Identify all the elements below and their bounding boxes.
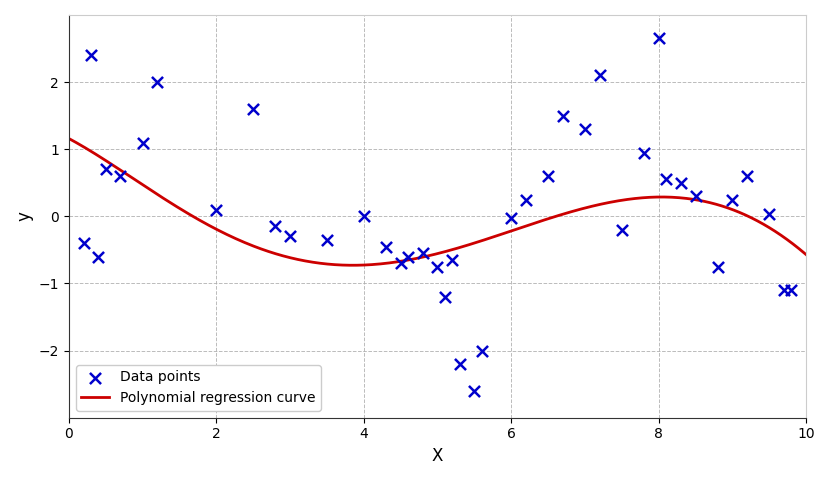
- Polynomial regression curve: [348, 263, 358, 268]
- Data points: [438, 293, 452, 301]
- Data points: [579, 125, 592, 133]
- Data points: [637, 149, 651, 156]
- Polynomial regression curve: [64, 135, 74, 141]
- Data points: [357, 213, 370, 220]
- Data points: [247, 105, 260, 113]
- Polynomial regression curve: [464, 242, 474, 248]
- Data points: [689, 192, 702, 200]
- Line: Polynomial regression curve: Polynomial regression curve: [69, 138, 806, 265]
- Data points: [541, 172, 554, 180]
- Data points: [431, 263, 444, 271]
- Data points: [556, 112, 569, 120]
- Data points: [379, 243, 393, 251]
- Data points: [416, 250, 429, 257]
- Legend: Data points, Polynomial regression curve: Data points, Polynomial regression curve: [76, 365, 321, 411]
- Data points: [660, 176, 673, 183]
- Data points: [615, 226, 628, 234]
- Data points: [446, 256, 459, 264]
- Polynomial regression curve: [504, 229, 514, 235]
- Data points: [269, 223, 282, 230]
- Data points: [85, 51, 98, 59]
- Polynomial regression curve: [420, 254, 430, 260]
- Data points: [77, 240, 90, 247]
- Polynomial regression curve: [785, 239, 795, 244]
- Data points: [725, 196, 739, 204]
- Data points: [674, 179, 687, 187]
- Data points: [99, 166, 112, 173]
- Data points: [91, 253, 105, 261]
- Data points: [394, 260, 408, 267]
- Data points: [136, 139, 149, 146]
- Data points: [652, 35, 666, 42]
- Y-axis label: y: y: [15, 211, 33, 221]
- Polynomial regression curve: [670, 194, 680, 200]
- Data points: [114, 172, 127, 180]
- Data points: [453, 360, 466, 368]
- Data points: [475, 347, 488, 354]
- Data points: [785, 287, 798, 294]
- Polynomial regression curve: [416, 255, 426, 261]
- Data points: [505, 214, 518, 222]
- Polynomial regression curve: [801, 252, 811, 258]
- Data points: [711, 263, 725, 271]
- Data points: [150, 78, 164, 86]
- X-axis label: X: X: [432, 447, 443, 465]
- Data points: [283, 233, 296, 240]
- Data points: [740, 172, 754, 180]
- Data points: [468, 387, 481, 395]
- Data points: [520, 196, 533, 204]
- Data points: [320, 236, 334, 244]
- Data points: [402, 253, 415, 261]
- Data points: [763, 211, 776, 218]
- Data points: [778, 287, 791, 294]
- Data points: [593, 72, 607, 79]
- Data points: [210, 206, 223, 214]
